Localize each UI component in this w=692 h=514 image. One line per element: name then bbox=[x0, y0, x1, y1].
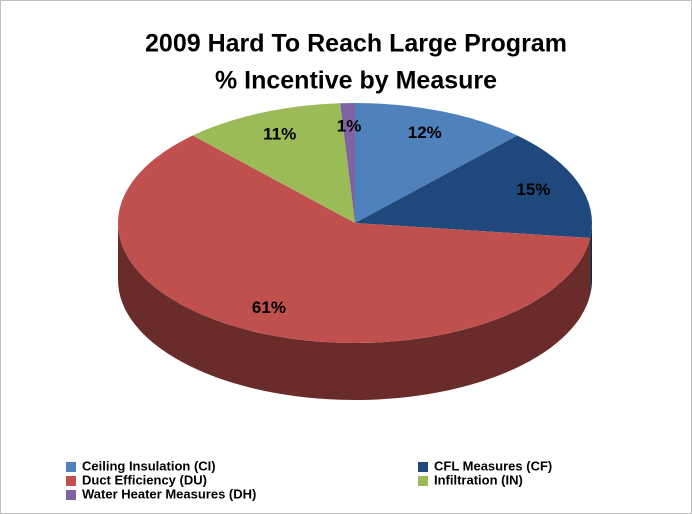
legend-label: CFL Measures (CF) bbox=[434, 458, 552, 473]
pie-slice bbox=[192, 103, 355, 223]
pie-side bbox=[117, 223, 591, 400]
legend-label: Duct Efficiency (DU) bbox=[82, 472, 207, 487]
pie-slice bbox=[117, 135, 591, 343]
pie-slice bbox=[355, 135, 592, 239]
legend-label: Infiltration (IN) bbox=[434, 472, 523, 487]
pie-slice bbox=[355, 103, 518, 223]
data-label: 11% bbox=[263, 124, 296, 143]
legend-label: Ceiling Insulation (CI) bbox=[82, 458, 216, 473]
pie-side bbox=[590, 223, 592, 296]
legend-swatch bbox=[66, 462, 76, 472]
legend-label: Water Heater Measures (DH) bbox=[82, 486, 256, 501]
data-label: 12% bbox=[408, 123, 442, 142]
legend-swatch bbox=[66, 476, 76, 486]
pie-slice bbox=[340, 103, 355, 223]
data-label: 1% bbox=[337, 117, 362, 136]
data-label: 15% bbox=[516, 180, 550, 199]
chart-title: 2009 Hard To Reach Large Program bbox=[145, 30, 567, 58]
legend-swatch bbox=[66, 490, 76, 500]
legend-swatch bbox=[418, 462, 428, 472]
legend-swatch bbox=[418, 476, 428, 486]
data-label: 61% bbox=[252, 298, 286, 317]
chart-subtitle: % Incentive by Measure bbox=[215, 67, 497, 95]
